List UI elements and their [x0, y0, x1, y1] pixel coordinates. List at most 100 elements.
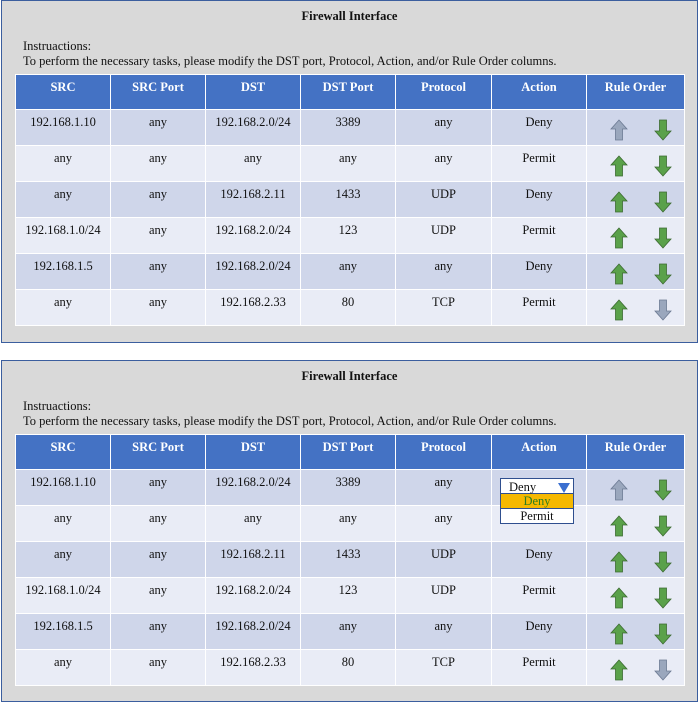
- arrow-up-icon[interactable]: [610, 191, 628, 213]
- table-row: 192.168.1.5 any 192.168.2.0/24 any any Deny: [15, 253, 685, 290]
- src-cell: 192.168.1.10: [15, 469, 111, 506]
- action-dropdown-selected[interactable]: Deny: [500, 478, 574, 494]
- action-dropdown[interactable]: Deny Deny Permit: [500, 478, 574, 524]
- action-cell[interactable]: Deny: [491, 253, 587, 290]
- header-src-port: SRC Port: [110, 74, 206, 110]
- arrow-up-icon[interactable]: [610, 623, 628, 645]
- table-body: 192.168.1.10 any 192.168.2.0/24 3389 any Deny…: [15, 469, 685, 686]
- arrow-up-icon[interactable]: [610, 659, 628, 681]
- dst-cell: 192.168.2.33: [205, 649, 301, 686]
- dst-cell-text: 192.168.2.0/24: [215, 619, 291, 633]
- dst-port-cell-text: 1433: [335, 187, 361, 201]
- arrow-down-icon[interactable]: [654, 155, 672, 177]
- table-row: any any 192.168.2.11 1433 UDP Deny: [15, 181, 685, 218]
- dst-port-cell-text: 123: [338, 583, 358, 597]
- action-dropdown-selected-text: Deny: [509, 480, 537, 494]
- dst-cell: 192.168.2.0/24: [205, 469, 301, 506]
- arrow-up-icon: [610, 119, 628, 141]
- src-cell-text: any: [53, 187, 73, 201]
- arrow-down-icon[interactable]: [654, 227, 672, 249]
- rule-order-cell: [586, 469, 685, 506]
- rule-order-cell: [586, 109, 685, 146]
- instructions: Instruactions: To perform the necessary …: [23, 399, 557, 429]
- src-port-cell-text: any: [148, 547, 168, 561]
- action-cell[interactable]: Permit: [491, 145, 587, 182]
- arrow-down-icon[interactable]: [654, 479, 672, 501]
- protocol-cell: any: [395, 253, 492, 290]
- header-dst-port: DST Port: [300, 74, 396, 110]
- action-cell[interactable]: Permit: [491, 649, 587, 686]
- action-cell[interactable]: Deny: [491, 109, 587, 146]
- arrow-down-icon[interactable]: [654, 263, 672, 285]
- src-port-cell-text: any: [148, 511, 168, 525]
- arrow-up-icon[interactable]: [610, 227, 628, 249]
- arrow-up-icon[interactable]: [610, 155, 628, 177]
- action-cell[interactable]: Permit: [491, 217, 587, 254]
- arrow-down-icon[interactable]: [654, 515, 672, 537]
- src-port-cell: any: [110, 613, 206, 650]
- firewall-panel-top: Firewall Interface Instruactions: To per…: [1, 0, 698, 343]
- action-cell[interactable]: Permit: [491, 289, 587, 326]
- header-src: SRC: [15, 74, 111, 110]
- action-cell-text: Permit: [522, 223, 556, 237]
- dst-cell: 192.168.2.33: [205, 289, 301, 326]
- arrow-down-icon[interactable]: [654, 119, 672, 141]
- dst-cell: 192.168.2.0/24: [205, 109, 301, 146]
- header-rule-order: Rule Order: [586, 74, 685, 110]
- src-cell: 192.168.1.5: [15, 253, 111, 290]
- arrow-down-icon[interactable]: [654, 551, 672, 573]
- src-port-cell: any: [110, 181, 206, 218]
- arrow-up-icon[interactable]: [610, 263, 628, 285]
- action-option-deny[interactable]: Deny: [500, 494, 574, 509]
- arrow-down-icon[interactable]: [654, 623, 672, 645]
- protocol-cell-text: UDP: [430, 583, 456, 597]
- arrow-down-icon: [654, 659, 672, 681]
- action-cell[interactable]: Permit: [491, 577, 587, 614]
- arrow-down-icon[interactable]: [654, 587, 672, 609]
- dst-port-cell: 1433: [300, 541, 396, 578]
- src-port-cell: any: [110, 289, 206, 326]
- action-cell[interactable]: Deny: [491, 613, 587, 650]
- src-port-cell-text: any: [148, 655, 168, 669]
- protocol-cell-text: TCP: [432, 295, 455, 309]
- rule-order-cell: [586, 541, 685, 578]
- table-row: 192.168.1.10 any 192.168.2.0/24 3389 any Deny: [15, 109, 685, 146]
- header-src-port: SRC Port: [110, 434, 206, 470]
- src-port-cell: any: [110, 541, 206, 578]
- action-option-permit[interactable]: Permit: [500, 509, 574, 524]
- arrow-up-icon[interactable]: [610, 551, 628, 573]
- src-port-cell-text: any: [148, 259, 168, 273]
- src-cell-text: any: [53, 151, 73, 165]
- panel-title: Firewall Interface: [301, 369, 398, 383]
- protocol-cell: any: [395, 109, 492, 146]
- src-port-cell-text: any: [148, 619, 168, 633]
- action-cell-text: Permit: [522, 655, 556, 669]
- dst-cell-text: 192.168.2.0/24: [215, 475, 291, 489]
- dst-cell-text: 192.168.2.11: [220, 547, 286, 561]
- action-cell[interactable]: Deny: [491, 181, 587, 218]
- protocol-cell-text: any: [434, 511, 453, 525]
- dst-port-cell: any: [300, 505, 396, 542]
- src-cell: 192.168.1.0/24: [15, 577, 111, 614]
- dst-cell-text: any: [243, 151, 263, 165]
- dst-port-cell-text: 3389: [335, 115, 361, 129]
- src-port-cell-text: any: [148, 151, 168, 165]
- arrow-up-icon[interactable]: [610, 587, 628, 609]
- arrow-down-icon[interactable]: [654, 191, 672, 213]
- dropdown-caret-icon[interactable]: [558, 481, 570, 493]
- src-cell: 192.168.1.5: [15, 613, 111, 650]
- arrow-up-icon[interactable]: [610, 299, 628, 321]
- header-action: Action: [491, 74, 587, 110]
- dst-cell-text: 192.168.2.11: [220, 187, 286, 201]
- header-protocol: Protocol: [395, 434, 492, 470]
- dst-port-cell-text: any: [338, 511, 358, 525]
- action-cell[interactable]: Deny: [491, 541, 587, 578]
- src-port-cell: any: [110, 217, 206, 254]
- rule-order-cell: [586, 181, 685, 218]
- dst-port-cell: 80: [300, 289, 396, 326]
- protocol-cell: TCP: [395, 649, 492, 686]
- action-cell[interactable]: Deny Deny Permit: [491, 469, 587, 524]
- table-header-row: SRC SRC Port DST DST Port Protocol Actio…: [15, 74, 685, 110]
- arrow-up-icon[interactable]: [610, 515, 628, 537]
- dst-cell: 192.168.2.0/24: [205, 253, 301, 290]
